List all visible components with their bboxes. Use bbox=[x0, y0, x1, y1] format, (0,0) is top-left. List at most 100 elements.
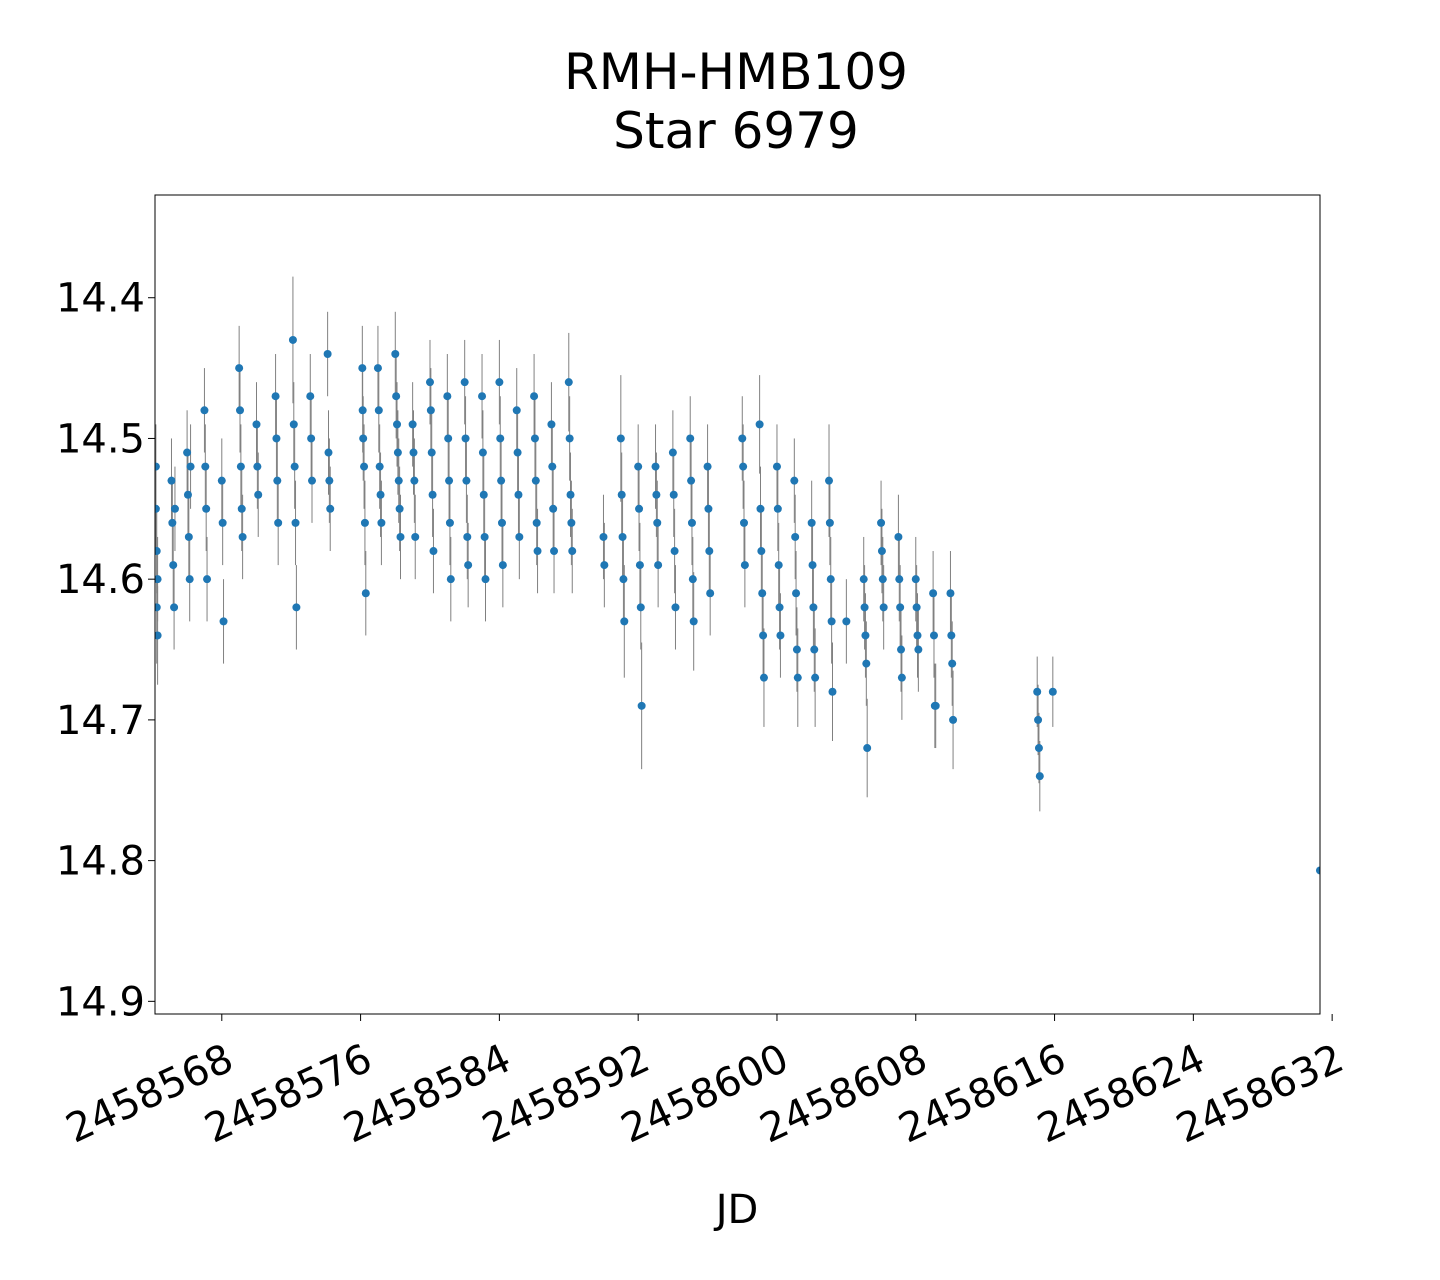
data-point bbox=[810, 645, 819, 654]
y-tick-label: 14.4 bbox=[56, 276, 145, 322]
data-point bbox=[326, 504, 335, 513]
data-point bbox=[155, 462, 160, 471]
chart-title-line-1: RMH-HMB109 bbox=[564, 43, 908, 101]
data-point bbox=[464, 561, 473, 570]
data-point bbox=[620, 617, 629, 626]
data-point bbox=[548, 462, 557, 471]
data-point bbox=[860, 603, 869, 612]
data-point bbox=[897, 645, 906, 654]
data-point bbox=[308, 476, 317, 485]
data-point bbox=[878, 575, 887, 584]
data-point bbox=[409, 448, 418, 457]
data-point bbox=[273, 476, 282, 485]
data-point bbox=[550, 547, 559, 556]
chart-title-line-2: Star 6979 bbox=[613, 102, 859, 160]
data-point bbox=[155, 547, 161, 556]
data-point bbox=[687, 518, 696, 527]
data-point bbox=[375, 462, 384, 471]
data-point bbox=[636, 603, 645, 612]
data-point bbox=[808, 561, 817, 570]
y-tick-label: 14.7 bbox=[56, 698, 145, 744]
data-point bbox=[564, 378, 573, 387]
data-point bbox=[757, 547, 766, 556]
data-point bbox=[634, 462, 643, 471]
data-point bbox=[292, 603, 301, 612]
data-point bbox=[654, 561, 663, 570]
data-point bbox=[949, 715, 958, 724]
data-point bbox=[600, 561, 609, 570]
data-point bbox=[408, 420, 417, 429]
y-tick-label: 14.6 bbox=[56, 557, 145, 603]
data-point bbox=[547, 420, 556, 429]
data-point bbox=[811, 673, 820, 682]
data-point bbox=[671, 603, 680, 612]
data-point bbox=[254, 490, 263, 499]
data-point bbox=[444, 434, 453, 443]
data-point bbox=[914, 645, 923, 654]
data-point bbox=[791, 532, 800, 541]
data-point bbox=[218, 518, 227, 527]
data-point bbox=[532, 518, 541, 527]
data-point bbox=[497, 476, 506, 485]
data-point bbox=[395, 504, 404, 513]
x-axis: 2458568245857624585842458592245860024586… bbox=[59, 1014, 1351, 1152]
data-point bbox=[461, 434, 470, 443]
data-point bbox=[429, 547, 438, 556]
data-point bbox=[842, 617, 851, 626]
data-point bbox=[289, 420, 298, 429]
data-point bbox=[185, 575, 194, 584]
data-point bbox=[859, 575, 868, 584]
data-point bbox=[392, 392, 401, 401]
data-point bbox=[772, 462, 781, 471]
data-point bbox=[531, 476, 540, 485]
data-point bbox=[325, 476, 334, 485]
data-point bbox=[219, 617, 228, 626]
data-point bbox=[410, 476, 419, 485]
data-point bbox=[376, 490, 385, 499]
data-point bbox=[861, 631, 870, 640]
data-point bbox=[1035, 772, 1044, 781]
data-point bbox=[913, 631, 922, 640]
data-point bbox=[1034, 744, 1043, 753]
data-point bbox=[391, 350, 400, 359]
data-point bbox=[1034, 715, 1043, 724]
data-point bbox=[253, 462, 262, 471]
data-point bbox=[358, 406, 367, 415]
data-point bbox=[599, 532, 608, 541]
data-point bbox=[513, 448, 522, 457]
data-point bbox=[686, 434, 695, 443]
data-point bbox=[479, 490, 488, 499]
data-point bbox=[411, 532, 420, 541]
data-point bbox=[324, 448, 333, 457]
data-point bbox=[498, 561, 507, 570]
data-point bbox=[396, 532, 405, 541]
data-point bbox=[274, 518, 283, 527]
data-point bbox=[236, 462, 245, 471]
data-point bbox=[515, 532, 524, 541]
data-point bbox=[929, 631, 938, 640]
data-points bbox=[155, 335, 1320, 875]
data-point bbox=[738, 434, 747, 443]
data-point bbox=[236, 406, 245, 415]
data-point bbox=[565, 434, 574, 443]
data-point bbox=[948, 659, 957, 668]
data-point bbox=[358, 364, 367, 373]
data-point bbox=[533, 547, 542, 556]
data-point bbox=[792, 589, 801, 598]
data-point bbox=[530, 392, 539, 401]
data-point bbox=[170, 603, 179, 612]
data-point bbox=[203, 575, 212, 584]
data-point bbox=[739, 462, 748, 471]
data-point bbox=[825, 476, 834, 485]
data-point bbox=[271, 392, 280, 401]
data-point bbox=[462, 476, 471, 485]
data-point bbox=[706, 589, 715, 598]
data-point bbox=[828, 687, 837, 696]
data-point bbox=[619, 575, 628, 584]
data-point bbox=[774, 561, 783, 570]
data-point bbox=[202, 504, 211, 513]
data-point bbox=[168, 518, 177, 527]
data-point bbox=[758, 589, 767, 598]
data-point bbox=[775, 603, 784, 612]
data-point bbox=[290, 462, 299, 471]
